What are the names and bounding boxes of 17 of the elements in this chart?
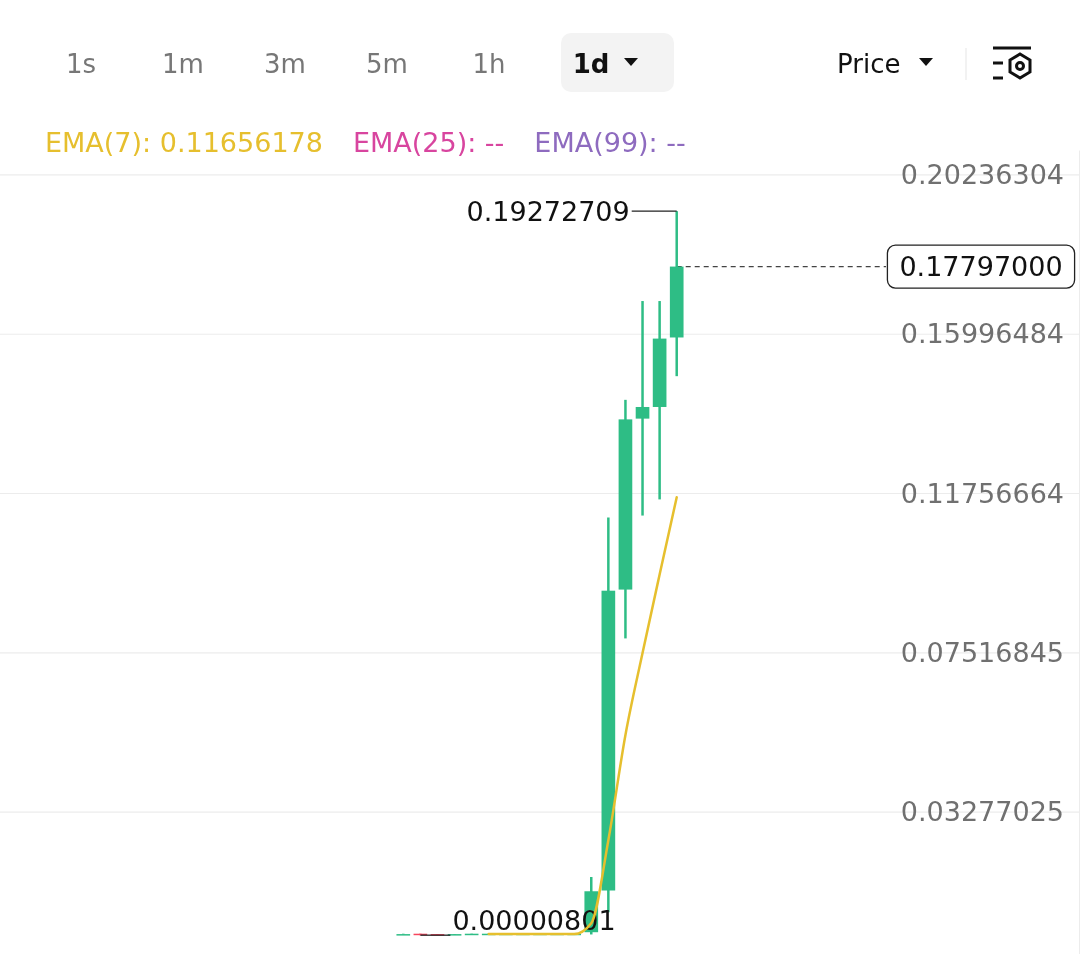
text: 1h <box>472 49 506 79</box>
text: 1m <box>162 49 204 79</box>
text: Price <box>837 49 901 79</box>
text: 1s <box>65 49 97 79</box>
text: 5m <box>366 49 408 79</box>
y-tick-label: 0.20236304 <box>900 159 1064 191</box>
legend-label: EMA(25): -- <box>352 126 505 158</box>
text: 1d <box>572 49 610 79</box>
y-tick-label: 0.07516845 <box>900 636 1064 668</box>
annotation: 0.19272709 <box>466 195 630 227</box>
legend-label: EMA(99): -- <box>534 126 686 158</box>
y-tick-label: 0.15996484 <box>900 318 1064 350</box>
ref-line-label: 0.17797000 <box>899 251 1063 283</box>
text: 3m <box>264 49 306 79</box>
y-tick-label: 0.03277025 <box>900 796 1064 828</box>
text: EMA(7): 0.11656178 <box>45 126 323 158</box>
y-tick-label: 0.11756664 <box>900 477 1064 509</box>
